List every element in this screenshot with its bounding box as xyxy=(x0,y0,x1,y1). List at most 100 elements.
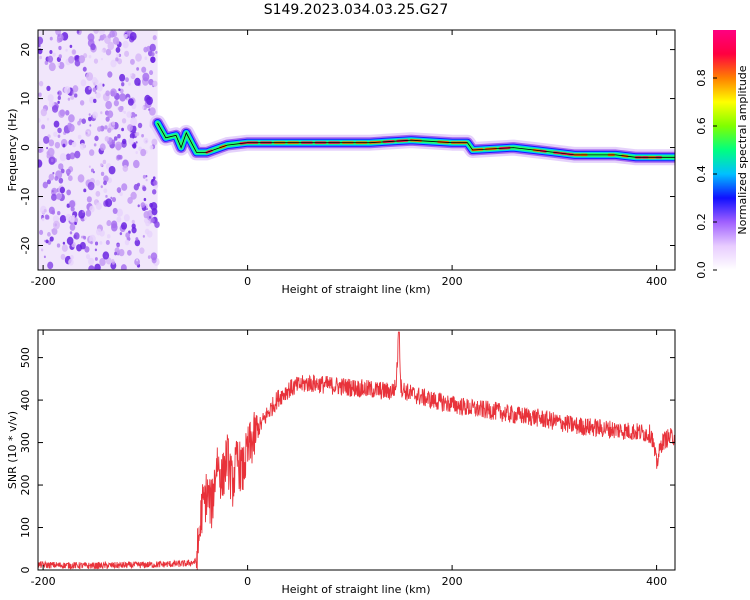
noise-blob xyxy=(127,249,132,256)
noise-blob xyxy=(53,120,60,128)
noise-blob xyxy=(145,178,148,182)
noise-blob xyxy=(88,265,95,270)
noise-blob xyxy=(45,239,49,244)
noise-blob xyxy=(58,54,62,59)
x-tick-label: 0 xyxy=(244,575,251,588)
colorbar-tick-label: 0.8 xyxy=(695,69,708,87)
noise-blob xyxy=(143,197,147,202)
noise-blob xyxy=(110,88,117,97)
spectrogram-panel: -200 0 200 400 -20 -10 0 10 20 Height of straig… xyxy=(6,29,676,296)
noise-blob xyxy=(146,96,153,105)
spectrogram-content xyxy=(38,30,675,270)
noise-blob xyxy=(107,71,113,78)
y-tick-label: 200 xyxy=(19,475,32,496)
x-tick-label: -200 xyxy=(31,275,56,288)
noise-blob xyxy=(53,131,58,137)
noise-blob xyxy=(152,80,158,87)
noise-blob xyxy=(99,163,103,167)
noise-blob xyxy=(123,110,127,114)
noise-blob xyxy=(131,226,137,234)
noise-blob xyxy=(62,143,66,148)
noise-blob xyxy=(118,248,125,257)
noise-blob xyxy=(102,159,107,165)
noise-blob xyxy=(130,58,135,65)
noise-blob xyxy=(138,146,142,151)
noise-blob xyxy=(88,96,95,104)
noise-blob xyxy=(46,117,50,121)
noise-blob xyxy=(69,44,73,49)
noise-blob xyxy=(110,196,113,200)
colorbar: 0.0 0.2 0.4 0.6 0.8 Normalized spectral ampl… xyxy=(695,30,749,279)
noise-blob xyxy=(155,50,158,54)
noise-blob xyxy=(66,189,72,196)
noise-blob xyxy=(121,82,125,87)
noise-blob xyxy=(99,241,103,245)
noise-blob xyxy=(73,93,78,98)
noise-blob xyxy=(124,239,130,246)
noise-blob xyxy=(144,228,150,235)
noise-blob xyxy=(49,50,53,54)
noise-blob xyxy=(94,257,98,261)
noise-blob xyxy=(90,168,95,173)
noise-blob xyxy=(105,198,113,208)
noise-blob xyxy=(105,48,112,56)
noise-blob xyxy=(118,88,121,92)
noise-blob xyxy=(94,79,99,85)
noise-blob xyxy=(92,87,97,93)
x-tick-label: 0 xyxy=(244,275,251,288)
noise-blob xyxy=(94,135,99,142)
noise-blob xyxy=(111,139,116,144)
noise-blob xyxy=(110,261,117,270)
noise-blob xyxy=(141,134,144,138)
noise-blob xyxy=(118,105,124,113)
noise-blob xyxy=(129,32,137,41)
noise-blob xyxy=(67,122,72,129)
noise-blob xyxy=(127,98,134,106)
snr-frame xyxy=(37,329,676,571)
noise-blob xyxy=(133,183,139,191)
noise-blob xyxy=(151,207,158,216)
y-tick-label: 10 xyxy=(19,92,32,106)
noise-blob xyxy=(85,209,92,217)
noise-blob xyxy=(54,175,59,181)
colorbar-tick-label: 0.6 xyxy=(695,117,708,135)
noise-blob xyxy=(66,172,70,177)
noise-blob xyxy=(59,215,67,224)
noise-blob xyxy=(120,222,128,230)
noise-blob xyxy=(147,50,153,57)
noise-blob xyxy=(87,131,90,134)
noise-blob xyxy=(133,159,140,169)
colorbar-tick-label: 0.2 xyxy=(695,213,708,231)
noise-blob xyxy=(95,202,102,210)
noise-blob xyxy=(125,232,131,239)
colorbar-ticks: 0.0 0.2 0.4 0.6 0.8 xyxy=(695,69,717,279)
noise-blob xyxy=(105,239,110,246)
noise-blob xyxy=(69,152,76,160)
noise-blob xyxy=(58,61,65,70)
noise-blob xyxy=(111,121,116,126)
noise-blob xyxy=(143,211,150,219)
noise-blob xyxy=(76,30,80,34)
noise-blob xyxy=(140,202,146,208)
snr-x-axis-label: Height of straight line (km) xyxy=(281,583,430,596)
noise-blob xyxy=(135,132,139,137)
noise-blob xyxy=(69,223,76,231)
noise-blob xyxy=(136,259,139,262)
spectrogram-x-axis-label: Height of straight line (km) xyxy=(281,283,430,296)
noise-blob xyxy=(81,118,86,125)
noise-blob xyxy=(115,57,119,62)
noise-blob xyxy=(145,175,148,178)
noise-blob xyxy=(117,133,121,139)
noise-blob xyxy=(94,91,97,94)
noise-blob xyxy=(136,67,140,71)
x-tick-label: -200 xyxy=(31,575,56,588)
noise-blob xyxy=(79,100,85,106)
noise-blob xyxy=(114,251,118,256)
noise-blob xyxy=(143,137,149,144)
noise-blob xyxy=(93,98,97,104)
noise-blob xyxy=(100,171,105,177)
noise-blob xyxy=(135,150,138,155)
noise-blob xyxy=(59,109,66,117)
noise-blob xyxy=(152,189,157,195)
